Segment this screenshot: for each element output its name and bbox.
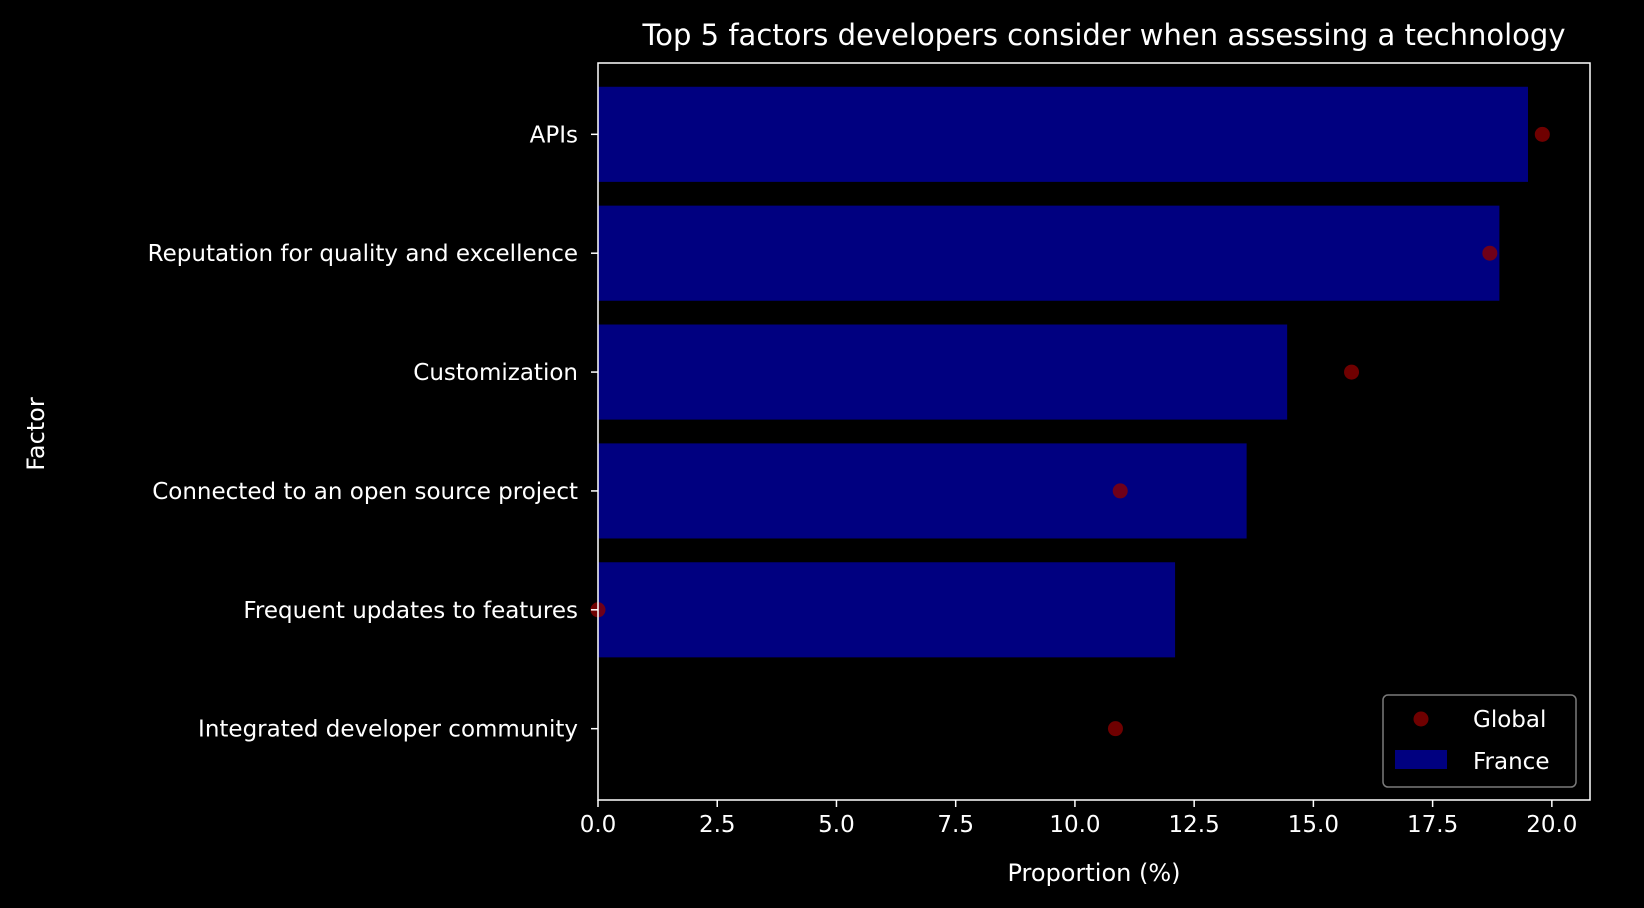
y-tick-label: Frequent updates to features [243, 598, 578, 624]
legend: Global France [1382, 694, 1577, 788]
point-global-0 [1534, 126, 1550, 142]
legend-global-label: Global [1473, 707, 1546, 733]
x-tick-label: 2.5 [699, 812, 736, 838]
legend-france-label: France [1473, 749, 1549, 775]
legend-france-swatch [1395, 750, 1447, 769]
x-axis-label: Proportion (%) [1008, 859, 1181, 887]
y-axis: APIs Reputation for quality and excellenc… [148, 122, 598, 743]
y-tick-label: Connected to an open source project [152, 479, 578, 505]
x-tick-label: 5.0 [818, 812, 855, 838]
x-tick-label: 0.0 [580, 812, 617, 838]
bar-france-3 [598, 443, 1247, 539]
bar-france-4 [598, 562, 1176, 658]
x-axis: 0.0 2.5 5.0 7.5 10.0 12.5 15.0 17.5 20.0 [580, 800, 1577, 838]
y-tick-label: Integrated developer community [198, 717, 578, 743]
chart-title: Top 5 factors developers consider when a… [642, 18, 1566, 52]
y-tick-label: APIs [530, 122, 578, 148]
x-tick-label: 20.0 [1526, 812, 1577, 838]
y-tick-label: Customization [413, 360, 578, 386]
y-tick-label: Reputation for quality and excellence [148, 241, 578, 267]
point-global-5 [1107, 721, 1123, 737]
y-axis-label: Factor [22, 397, 50, 471]
bar-france-1 [598, 205, 1500, 301]
legend-global-marker [1413, 711, 1429, 727]
bar-france-0 [598, 86, 1528, 182]
x-tick-label: 15.0 [1288, 812, 1339, 838]
x-tick-label: 17.5 [1407, 812, 1458, 838]
x-tick-label: 10.0 [1049, 812, 1100, 838]
x-tick-label: 12.5 [1169, 812, 1220, 838]
point-global-2 [1344, 364, 1360, 380]
bar-france-2 [598, 324, 1288, 420]
x-tick-label: 7.5 [937, 812, 974, 838]
point-global-3 [1112, 483, 1128, 499]
plot-marks [590, 86, 1550, 737]
plot-area-frame [597, 62, 1591, 801]
point-global-1 [1482, 245, 1498, 261]
